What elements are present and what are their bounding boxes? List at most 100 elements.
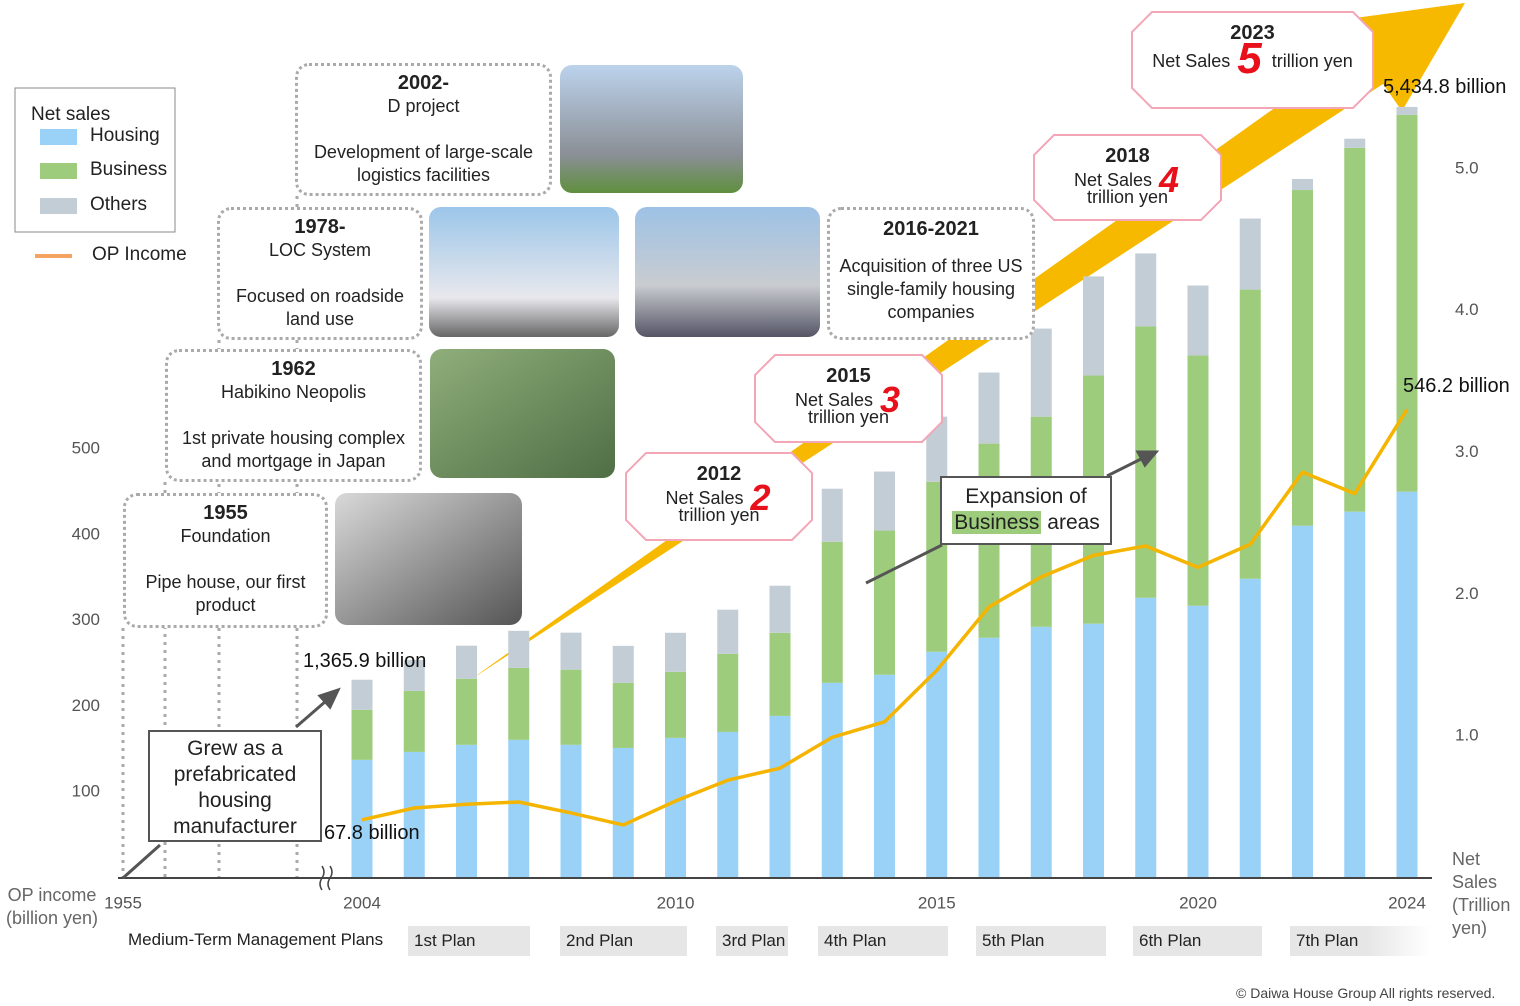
callout-prefix: Net Sales — [1152, 51, 1231, 71]
arrow-head — [317, 687, 341, 710]
copyright: © Daiwa House Group All rights reserved. — [1236, 985, 1496, 1001]
callout-year: 2018 — [1105, 145, 1150, 167]
bar-segment — [508, 739, 530, 878]
y2-tick-label: 5.0 — [1455, 158, 1479, 177]
bar-segment — [1292, 190, 1313, 526]
op-income-line — [361, 408, 1409, 827]
legend-label: Housing — [90, 125, 160, 146]
y-axis-label: OP income (billion yen) — [5, 885, 99, 928]
bar-segment — [560, 669, 582, 745]
callout-suffix: trillion yen — [1086, 187, 1169, 207]
callout-number: 4 — [1159, 159, 1180, 200]
callout-suffix: trillion yen — [807, 407, 890, 427]
bar-segment — [403, 751, 425, 878]
bar-segment — [1396, 114, 1418, 492]
plan-label: 5th Plan — [976, 926, 1106, 956]
bar-segment — [1135, 253, 1157, 327]
plan-label: 3rd Plan — [716, 926, 788, 956]
bar-segment — [612, 747, 634, 878]
callout-prefix: Net Sales — [794, 390, 873, 410]
spacer — [830, 241, 1032, 255]
bar-segment — [821, 541, 843, 683]
bar-segment — [665, 737, 686, 878]
annotation: 546.2 billion — [1403, 375, 1510, 397]
callout-prefix: Net Sales — [665, 488, 744, 508]
expansion-highlight: Business — [952, 511, 1042, 534]
callout-line: Net Sales 2 — [626, 480, 812, 516]
plan-label: 1st Plan — [408, 926, 530, 956]
legend-swatch — [40, 198, 77, 214]
x-start-label: 1955 — [104, 893, 142, 912]
y-tick-label: 500 — [72, 438, 100, 457]
bar-segment — [665, 632, 686, 672]
callout-frame — [625, 452, 813, 541]
bar-segment — [874, 530, 895, 675]
bar-segment — [1344, 138, 1366, 148]
x-tick-label: 2020 — [1179, 893, 1217, 912]
milestone-text: 1st private housing complex and mortgage… — [181, 428, 406, 471]
bar-segment — [874, 471, 895, 531]
callout-suffix: trillion yen — [678, 505, 760, 525]
milestone-text: Development of large-scale logistics fac… — [313, 142, 534, 185]
x-tick-label: 2024 — [1388, 893, 1426, 912]
bar-segment — [717, 609, 739, 654]
milestone-box: 2002- D project Development of large-scale… — [295, 63, 552, 196]
legend-label: Others — [90, 194, 148, 215]
arrows — [122, 450, 1160, 880]
callout-year: 2015 — [826, 365, 871, 387]
legend-label: Business — [90, 159, 168, 180]
bar-segment — [351, 679, 373, 710]
bar-segment — [1344, 147, 1366, 512]
photo — [635, 207, 820, 337]
bar-segment — [1292, 178, 1313, 191]
sales-callout: 2015 Net Sales 3 trillion yen — [755, 355, 942, 429]
bar-segment — [456, 678, 477, 745]
legend-swatch — [40, 129, 77, 145]
annotation: 1,365.9 billion — [303, 650, 427, 672]
photo — [430, 349, 615, 478]
bar-segment — [612, 645, 634, 683]
expansion-line1: Expansion of — [965, 485, 1087, 508]
bar-segment — [1135, 597, 1157, 878]
arrow-line — [122, 843, 161, 880]
bar-segment — [978, 372, 1000, 444]
callout-frame — [1131, 11, 1374, 109]
milestone-title: LOC System — [268, 240, 372, 260]
callout-prefix: Net Sales — [1073, 170, 1152, 190]
y2-tick-label: 2.0 — [1455, 584, 1479, 603]
bar-segment — [1396, 491, 1418, 878]
bar-segment — [874, 674, 895, 878]
bar-segment — [1083, 623, 1104, 878]
callout-frame — [1033, 134, 1222, 221]
bar-segment — [1187, 605, 1209, 878]
bar-segment — [612, 682, 634, 748]
callout-number: 2 — [750, 477, 771, 518]
bar-segment — [821, 488, 843, 542]
milestone-title: D project — [387, 96, 460, 116]
legend-swatch — [40, 163, 77, 179]
callout-year: 2012 — [696, 463, 742, 485]
bar-segment — [456, 744, 477, 878]
x-tick-label: 2010 — [657, 893, 695, 912]
bar-segment — [508, 630, 530, 668]
legend-label: OP Income — [92, 244, 187, 265]
plans-label: Medium-Term Management Plans — [128, 930, 384, 949]
y2-tick-label: 3.0 — [1455, 442, 1479, 461]
photo — [560, 65, 743, 193]
milestone-year: 2002- — [397, 72, 450, 94]
annotation: 67.8 billion — [324, 822, 420, 844]
callout-line: Net Sales 5 trillion yen — [1132, 37, 1373, 81]
arrow-line — [295, 699, 327, 729]
milestone-year: 1955 — [203, 502, 248, 524]
milestone-box: 1978- LOC System Focused on roadside land … — [217, 207, 423, 340]
callout-year: 2023 — [1230, 22, 1275, 44]
milestone-box: 1955 Foundation Pipe house, our first prod… — [123, 493, 328, 628]
axis-break — [319, 865, 333, 891]
bar-segment — [1187, 355, 1209, 606]
milestone-box: 2016-2021 Acquisition of three US single-… — [827, 207, 1035, 340]
callout-suffix: trillion yen — [1271, 51, 1353, 71]
bar-segment — [717, 731, 739, 878]
bar-segment — [978, 637, 1000, 878]
